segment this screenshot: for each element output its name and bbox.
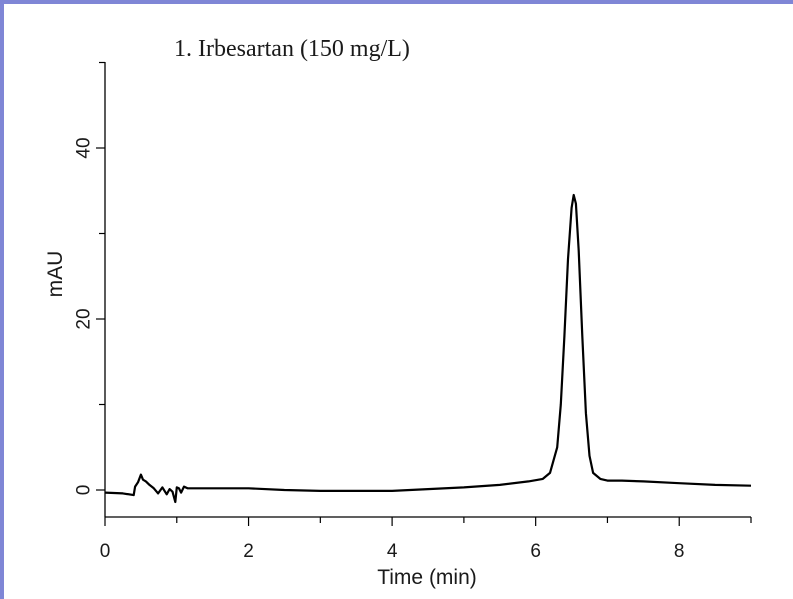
x-tick-label: 8 (674, 541, 685, 562)
y-axis-label: mAU (44, 251, 67, 298)
chart-title: 1. Irbesartan (150 mg/L) (174, 36, 410, 62)
y-tick-label: 0 (74, 485, 95, 496)
y-tick-label: 40 (74, 137, 95, 158)
series-line (104, 193, 752, 504)
y-tick-label: 20 (74, 308, 95, 329)
x-tick-label: 4 (387, 541, 398, 562)
x-tick-label: 2 (243, 541, 254, 562)
x-axis-label: Time (min) (377, 566, 477, 589)
x-tick-label: 0 (100, 541, 111, 562)
x-tick-label: 6 (530, 541, 541, 562)
